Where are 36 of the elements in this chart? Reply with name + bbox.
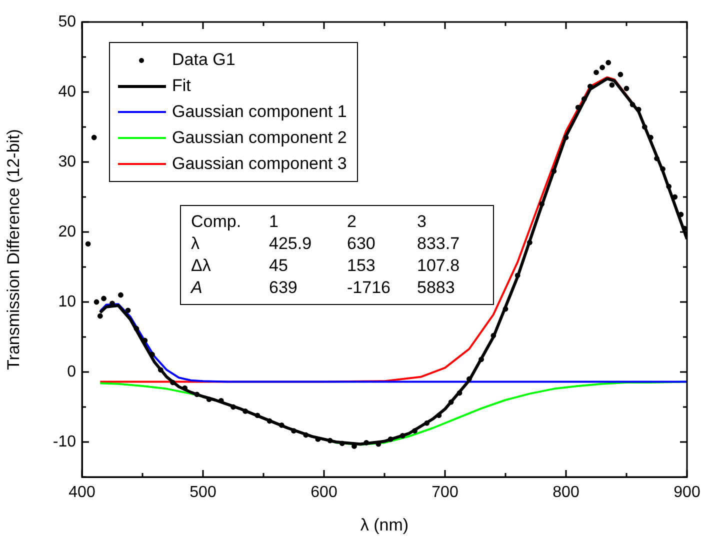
- annotation: 2: [347, 212, 358, 232]
- annotation: 639: [269, 278, 298, 298]
- annotation: 630: [347, 234, 376, 254]
- legend-label: Fit: [172, 76, 191, 96]
- y-tick-label: 0: [67, 363, 76, 380]
- y-axis-title: Transmission Difference (12-bit): [4, 129, 23, 370]
- x-tick-label: 500: [190, 484, 216, 502]
- annotation: 5883: [417, 278, 456, 298]
- y-tick-label: 20: [58, 223, 76, 240]
- annotation: 153: [347, 256, 376, 276]
- x-tick-label: 600: [310, 484, 338, 502]
- y-tick-label: 10: [58, 293, 76, 310]
- annotation: Comp.: [191, 212, 242, 232]
- x-tick-label: 900: [674, 484, 700, 502]
- annotation: A: [191, 278, 204, 298]
- legend-label: Data G1: [172, 50, 236, 70]
- annotation: 107.8: [417, 256, 461, 276]
- annotation: 833.7: [417, 234, 461, 254]
- y-tick-label: -10: [52, 433, 76, 450]
- annotation: λ: [191, 234, 200, 254]
- y-tick-label: 50: [58, 13, 76, 30]
- annotation: 45: [269, 256, 289, 276]
- legend-label: Gaussian component 2: [172, 128, 347, 148]
- x-tick-label: 800: [552, 484, 580, 502]
- y-tick-label: 30: [58, 153, 76, 170]
- legend-label: Gaussian component 3: [172, 154, 347, 174]
- annotation: -1716: [347, 278, 392, 298]
- annotation: Δλ: [191, 256, 212, 276]
- annotation: 3: [417, 212, 428, 232]
- y-tick-label: 40: [58, 83, 76, 100]
- x-tick-label: 700: [432, 484, 458, 502]
- x-axis-title: λ (nm): [360, 515, 409, 534]
- legend-label: Gaussian component 1: [172, 102, 347, 122]
- annotation: 1: [269, 212, 280, 232]
- x-tick-label: 400: [68, 484, 96, 502]
- annotation: 425.9: [269, 234, 313, 254]
